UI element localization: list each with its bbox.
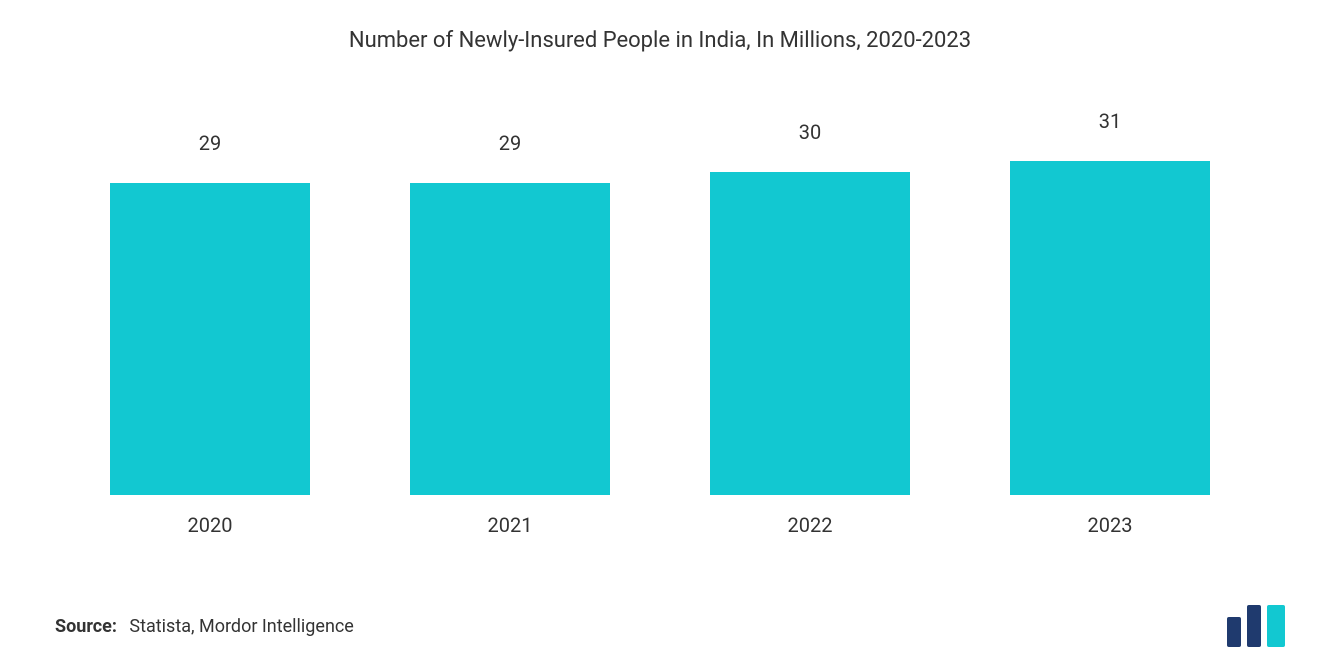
category-label: 2023 (960, 513, 1260, 537)
bar (1010, 161, 1210, 495)
category-label: 2022 (660, 513, 960, 537)
bars-row: 29293031 (60, 118, 1260, 495)
brand-logo (1227, 605, 1285, 647)
category-label: 2020 (60, 513, 360, 537)
bar-value-label: 31 (960, 109, 1260, 133)
plot-area: 29293031 (60, 118, 1260, 495)
logo-bar (1247, 605, 1261, 647)
bar-slot: 29 (60, 118, 360, 495)
source-text: Statista, Mordor Intelligence (129, 616, 353, 637)
bar-slot: 30 (660, 118, 960, 495)
bar-slot: 29 (360, 118, 660, 495)
chart-title: Number of Newly-Insured People in India,… (0, 28, 1320, 53)
logo-bar (1267, 605, 1285, 647)
category-label: 2021 (360, 513, 660, 537)
bar (710, 172, 910, 495)
source-label: Source: (55, 616, 117, 637)
bar (410, 183, 610, 495)
source-line: Source: Statista, Mordor Intelligence (55, 616, 354, 637)
bar-slot: 31 (960, 118, 1260, 495)
bar-value-label: 30 (660, 120, 960, 144)
bar-value-label: 29 (360, 131, 660, 155)
category-axis: 2020202120222023 (60, 513, 1260, 537)
bar-value-label: 29 (60, 131, 360, 155)
chart-frame: Number of Newly-Insured People in India,… (0, 0, 1320, 665)
logo-bar (1227, 617, 1241, 647)
bar (110, 183, 310, 495)
